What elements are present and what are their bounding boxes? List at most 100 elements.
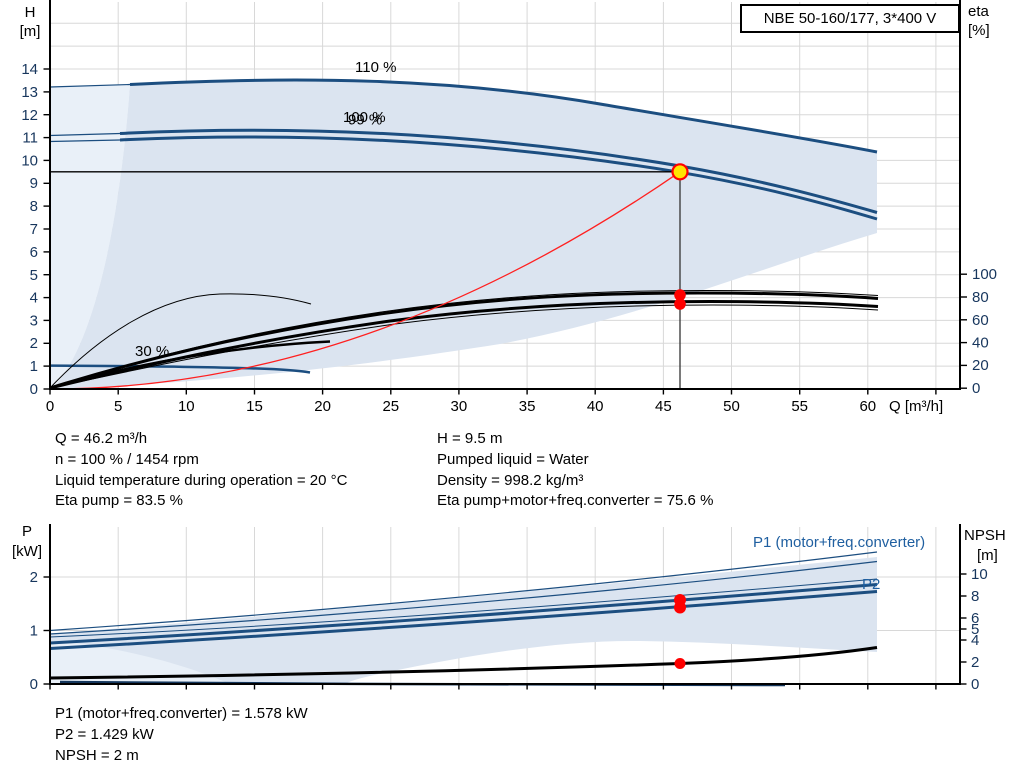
info-line: Liquid temperature during operation = 20… (55, 471, 348, 489)
svg-text:55: 55 (791, 398, 808, 415)
svg-text:10: 10 (178, 398, 195, 415)
axes (49, 524, 961, 685)
svg-text:0: 0 (30, 381, 38, 398)
axis-ticks (43, 573, 967, 690)
npsh-axis-name: NPSH (964, 527, 1006, 544)
svg-text:14: 14 (21, 61, 38, 78)
svg-text:45: 45 (655, 398, 672, 415)
info-line: P2 = 1.429 kW (55, 726, 154, 743)
eta-thin-arc (49, 293, 312, 389)
svg-text:0: 0 (30, 676, 38, 693)
svg-text:0: 0 (971, 676, 979, 693)
svg-text:6: 6 (971, 610, 979, 627)
pump-name-box: NBE 50-160/177, 3*400 V (740, 4, 960, 33)
svg-text:9: 9 (30, 175, 38, 192)
svg-text:1: 1 (30, 358, 38, 375)
h-axis-unit: [m] (20, 23, 41, 40)
curve-100pct-thin (49, 132, 121, 137)
label-110pct: 110 % (355, 59, 396, 76)
npsh-tick-labels: 10 8 6 5 4 2 0 (971, 566, 988, 693)
svg-text:1: 1 (30, 623, 38, 640)
duty-point (671, 163, 689, 181)
svg-text:80: 80 (972, 289, 989, 306)
p-axis-unit: [kW] (12, 543, 42, 560)
h-tick-labels: 14 13 12 11 10 9 8 7 6 5 4 3 2 1 0 (21, 61, 38, 398)
svg-text:2: 2 (30, 335, 38, 352)
svg-text:11: 11 (22, 130, 38, 147)
axis-ticks (43, 68, 967, 395)
eta-total-point (674, 298, 686, 310)
axes (49, 0, 961, 390)
info-line: Eta pump = 83.5 % (55, 492, 183, 510)
svg-text:30: 30 (451, 398, 468, 415)
eta-axis-name: eta (968, 3, 990, 20)
system-curve (49, 171, 681, 390)
curve-110pct-thin (49, 83, 131, 88)
p1-upper-thin (49, 578, 878, 638)
svg-text:4: 4 (971, 632, 979, 649)
power-envelope-left-light-region (50, 641, 230, 684)
eta-total-curve (49, 299, 879, 390)
svg-text:8: 8 (30, 198, 38, 215)
eta-total-companion (49, 304, 879, 389)
svg-text:15: 15 (246, 398, 263, 415)
p1-curve-label: P1 (motor+freq.converter) (753, 534, 925, 551)
label-99pct: 99 % (348, 112, 382, 129)
curve-99pct-thin (49, 139, 121, 143)
p1-110pct-curve (49, 551, 878, 632)
info-line: NPSH = 2 m (55, 747, 139, 764)
svg-text:50: 50 (723, 398, 740, 415)
info-line: H = 9.5 m (437, 430, 503, 447)
npsh-duty-point (674, 658, 686, 669)
info-line: Density = 998.2 kg/m³ (437, 471, 584, 489)
svg-text:35: 35 (519, 398, 536, 415)
svg-text:0: 0 (972, 380, 980, 397)
p2-110pct-curve (49, 560, 878, 635)
svg-text:40: 40 (972, 335, 989, 352)
svg-text:2: 2 (971, 654, 979, 671)
npsh-axis-unit: [m] (977, 547, 998, 564)
svg-text:7: 7 (30, 221, 38, 238)
svg-text:12: 12 (21, 107, 38, 124)
svg-text:40: 40 (587, 398, 604, 415)
svg-text:13: 13 (21, 84, 38, 101)
eta-axis-unit: [%] (968, 22, 990, 39)
label-30pct: 30 % (135, 343, 169, 360)
duty-info-left: Q = 46.2 m³/h n = 100 % / 1454 rpm Liquid … (55, 429, 347, 512)
curve-100pct (119, 128, 878, 214)
p1-curve (49, 583, 878, 645)
eta-pump-curve (49, 291, 879, 390)
curve-110pct (129, 78, 878, 154)
svg-text:60: 60 (859, 398, 876, 415)
svg-text:5: 5 (30, 267, 38, 284)
svg-text:2: 2 (30, 569, 38, 586)
svg-text:25: 25 (382, 398, 399, 415)
svg-text:4: 4 (30, 290, 38, 307)
info-line: P1 (motor+freq.converter) = 1.578 kW (55, 705, 308, 722)
info-line: Eta pump+motor+freq.converter = 75.6 % (437, 492, 714, 510)
eta-pump-point (674, 289, 686, 301)
power-info: P1 (motor+freq.converter) = 1.578 kW P2 =… (55, 703, 308, 766)
p2-curve-label: P2 (862, 576, 880, 593)
envelope-region (52, 80, 877, 389)
svg-text:10: 10 (21, 153, 38, 170)
speed-curves (49, 78, 878, 374)
p-axis-name: P (22, 523, 32, 540)
q-axis-label: Q [m³/h] (889, 398, 943, 415)
p-tick-labels: 2 1 0 (30, 569, 38, 693)
svg-text:3: 3 (30, 313, 38, 330)
info-line: n = 100 % / 1454 rpm (55, 450, 199, 468)
power-envelope-region (50, 557, 877, 684)
curve-30pct (49, 364, 311, 374)
svg-text:60: 60 (972, 312, 989, 329)
p2-curve (49, 590, 878, 650)
p2-duty-point (674, 601, 686, 614)
envelope-left-light-region (50, 84, 130, 389)
svg-text:100: 100 (972, 266, 997, 283)
label-100pct: 100 % (343, 109, 386, 126)
info-line: Pumped liquid = Water (437, 450, 589, 468)
svg-text:8: 8 (971, 588, 979, 605)
svg-text:20: 20 (972, 357, 989, 374)
svg-text:5: 5 (114, 398, 122, 415)
